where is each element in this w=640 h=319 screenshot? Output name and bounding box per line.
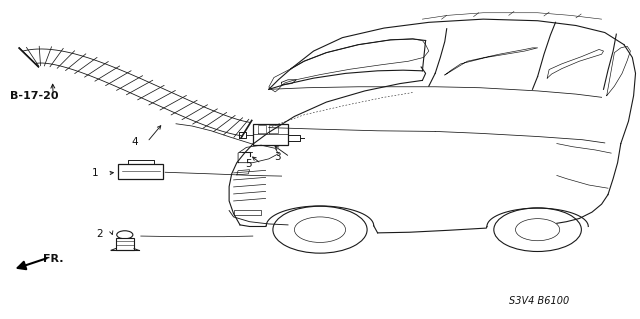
Text: B-17-20: B-17-20 — [10, 91, 58, 101]
Bar — [118, 164, 163, 179]
Text: 2: 2 — [96, 228, 102, 239]
Text: FR.: FR. — [43, 254, 63, 264]
Text: 4: 4 — [131, 137, 138, 147]
Text: 1: 1 — [92, 168, 98, 178]
Text: S3V4 B6100: S3V4 B6100 — [509, 296, 569, 307]
Text: 5: 5 — [245, 159, 252, 169]
Text: 3: 3 — [274, 152, 280, 162]
Bar — [253, 124, 288, 145]
Bar — [116, 238, 134, 250]
